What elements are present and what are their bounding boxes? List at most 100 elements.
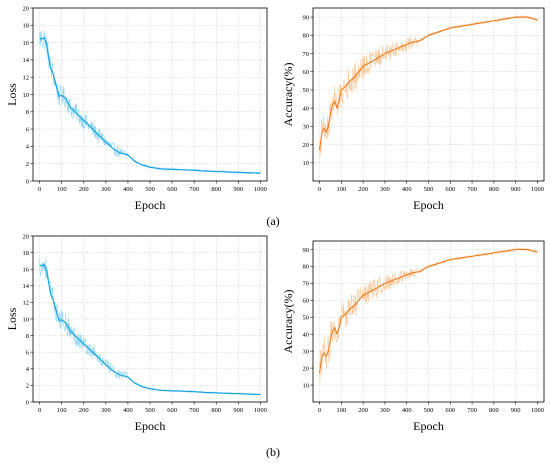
x-tick-label: 200	[358, 186, 368, 193]
y-tick-label: 50	[303, 315, 310, 322]
x-tick-label: 700	[189, 407, 199, 414]
x-tick-label: 500	[145, 186, 155, 193]
y-axis-label: Loss	[5, 83, 19, 106]
x-tick-label: 600	[167, 186, 177, 193]
x-tick-label: 200	[79, 407, 89, 414]
panel-label: (b)	[266, 445, 280, 459]
y-tick-label: 30	[303, 348, 310, 355]
y-tick-label: 4	[26, 144, 30, 151]
raw-series-line	[39, 30, 261, 176]
y-tick-label: 8	[26, 333, 29, 340]
y-tick-label: 0	[26, 178, 29, 185]
smoothed-series-line	[318, 248, 538, 374]
y-tick-label: 80	[303, 264, 310, 271]
y-tick-label: 90	[303, 14, 310, 21]
x-tick-label: 1000	[254, 407, 267, 414]
x-tick-label: 900	[511, 186, 521, 193]
x-tick-label: 100	[336, 407, 346, 414]
x-tick-label: 300	[380, 186, 390, 193]
y-tick-label: 6	[26, 126, 30, 133]
x-tick-label: 400	[123, 186, 133, 193]
x-tick-label: 0	[318, 186, 321, 193]
x-tick-label: 700	[189, 186, 199, 193]
y-tick-label: 2	[26, 161, 29, 168]
x-tick-label: 800	[211, 186, 221, 193]
x-tick-label: 300	[101, 186, 111, 193]
x-tick-label: 200	[358, 407, 368, 414]
chart-b-acc: 0 100 200 300 400 500 600 700 800 900 1000 10 20 30 40…	[281, 240, 545, 433]
x-tick-label: 1000	[531, 186, 544, 193]
x-tick-label: 600	[445, 186, 455, 193]
y-tick-label: 50	[303, 87, 310, 94]
x-tick-label: 300	[101, 407, 111, 414]
x-tick-label: 100	[57, 186, 67, 193]
y-tick-label: 20	[23, 5, 30, 12]
x-tick-label: 900	[233, 186, 243, 193]
y-tick-label: 10	[23, 316, 30, 323]
y-tick-label: 10	[303, 160, 310, 167]
y-tick-label: 16	[23, 40, 30, 47]
y-tick-label: 40	[303, 332, 310, 339]
x-tick-label: 900	[511, 407, 521, 414]
x-tick-label: 500	[145, 407, 155, 414]
y-tick-label: 14	[23, 283, 30, 290]
x-axis-label: Epoch	[413, 419, 444, 433]
y-tick-label: 80	[303, 33, 310, 40]
x-tick-label: 400	[402, 407, 412, 414]
y-tick-label: 12	[23, 300, 30, 307]
y-tick-label: 70	[303, 51, 310, 58]
x-axis-label: Epoch	[413, 198, 444, 212]
x-axis-label: Epoch	[135, 198, 166, 212]
panel-label: (a)	[266, 214, 279, 228]
y-tick-label: 4	[26, 366, 30, 373]
y-tick-label: 20	[303, 142, 310, 149]
x-tick-label: 500	[424, 186, 434, 193]
smoothed-series-line	[39, 263, 261, 396]
chart-a-acc: 0 100 200 300 400 500 600 700 800 900 1000 10 20 30 40…	[281, 7, 545, 212]
smoothed-series-line	[318, 16, 538, 151]
x-tick-label: 400	[123, 407, 133, 414]
y-tick-label: 14	[23, 57, 30, 64]
y-axis-label: Loss	[5, 307, 19, 330]
y-tick-label: 10	[23, 92, 30, 99]
y-tick-label: 20	[23, 233, 30, 240]
x-tick-label: 0	[318, 407, 321, 414]
y-tick-label: 16	[23, 267, 30, 274]
x-tick-label: 800	[489, 186, 499, 193]
x-tick-label: 600	[445, 407, 455, 414]
y-tick-label: 2	[26, 383, 29, 390]
y-tick-label: 12	[23, 75, 30, 82]
y-tick-label: 40	[303, 105, 310, 112]
y-tick-label: 0	[26, 399, 29, 406]
x-tick-label: 800	[211, 407, 221, 414]
y-tick-label: 60	[303, 69, 310, 76]
x-tick-label: 1000	[254, 186, 267, 193]
x-tick-label: 1000	[531, 407, 544, 414]
y-tick-label: 18	[23, 250, 30, 257]
smoothed-series-line	[39, 36, 261, 174]
chart-b-loss: 0 100 200 300 400 500 600 700 800 900 1000 0 2 4 6 8 10 1…	[5, 233, 268, 433]
x-tick-label: 900	[233, 407, 243, 414]
x-tick-label: 800	[489, 407, 499, 414]
y-tick-label: 30	[303, 124, 310, 131]
x-tick-label: 700	[467, 407, 477, 414]
y-tick-label: 20	[303, 365, 310, 372]
x-tick-label: 600	[167, 407, 177, 414]
y-tick-label: 60	[303, 298, 310, 305]
x-tick-label: 400	[402, 186, 412, 193]
y-tick-label: 90	[303, 247, 310, 254]
x-tick-label: 0	[38, 186, 41, 193]
y-tick-label: 10	[303, 382, 310, 389]
x-tick-label: 700	[467, 186, 477, 193]
y-tick-label: 70	[303, 281, 310, 288]
x-tick-label: 100	[57, 407, 67, 414]
x-tick-label: 500	[424, 407, 434, 414]
x-tick-label: 200	[79, 186, 89, 193]
y-tick-label: 18	[23, 23, 30, 30]
x-tick-label: 0	[38, 407, 41, 414]
x-axis-label: Epoch	[135, 419, 166, 433]
y-tick-label: 8	[26, 109, 29, 116]
y-axis-label: Accuracy(%)	[281, 290, 295, 354]
chart-a-loss: 0 100 200 300 400 500 600 700 800 900 1000 0 2 4 6 8 10 1…	[5, 5, 268, 212]
